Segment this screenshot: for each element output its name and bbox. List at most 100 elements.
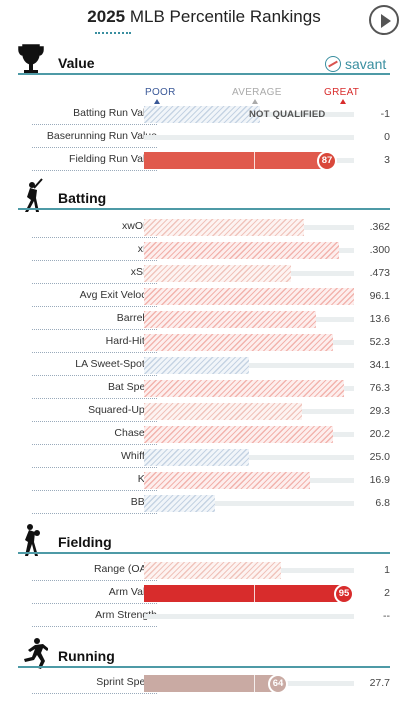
metric-value: 20.2 xyxy=(369,428,390,440)
row-leader xyxy=(32,398,157,399)
scale-poor: POOR xyxy=(145,87,176,98)
percentile-bar xyxy=(144,106,260,123)
percentile-bar xyxy=(144,449,249,466)
row-leader xyxy=(32,513,157,514)
percentile-bar xyxy=(144,334,333,351)
metric-label: Fielding Run Value xyxy=(69,153,157,165)
percentile-bar xyxy=(144,675,278,692)
percentile-bar xyxy=(144,426,333,443)
percentile-bar xyxy=(144,357,249,374)
metric-row[interactable]: Arm Strength -- xyxy=(18,607,390,627)
average-line xyxy=(254,675,255,692)
scale-average: AVERAGE xyxy=(232,87,282,98)
savant-logo[interactable]: savant xyxy=(325,56,386,72)
metric-row[interactable]: Batting Run Value NOT QUALIFIED -1 xyxy=(18,105,390,125)
play-button[interactable] xyxy=(369,5,399,35)
metric-row[interactable]: xSLG.473 xyxy=(18,264,390,284)
metric-row[interactable]: xBA.300 xyxy=(18,241,390,261)
metric-label: Avg Exit Velocity xyxy=(79,289,157,301)
metric-value: -- xyxy=(383,610,390,622)
metric-row[interactable]: Range (OAA) 1 xyxy=(18,561,390,581)
section-title: Batting xyxy=(58,190,107,206)
row-leader xyxy=(32,124,157,125)
section-divider xyxy=(18,73,390,75)
metric-row[interactable]: K %16.9 xyxy=(18,471,390,491)
metric-value: .473 xyxy=(369,267,390,279)
average-marker-icon xyxy=(252,99,258,104)
metric-row[interactable]: Sprint Speed 64 27.7 xyxy=(18,674,390,694)
status-label: NOT QUALIFIED xyxy=(249,109,326,120)
row-leader xyxy=(32,329,157,330)
runner-icon xyxy=(18,636,49,675)
section-fielding: Fielding xyxy=(18,522,390,556)
metric-label: Arm Strength xyxy=(95,609,157,621)
row-leader xyxy=(32,352,157,353)
percentile-bubble: 64 xyxy=(268,674,288,694)
metric-value: .362 xyxy=(369,221,390,233)
metric-value: 0 xyxy=(384,131,390,143)
scale-great: GREAT xyxy=(324,87,360,98)
percentile-bar xyxy=(144,472,310,489)
metric-row[interactable]: Chase % 20.2 xyxy=(18,425,390,445)
percentile-bar xyxy=(144,380,344,397)
row-leader xyxy=(32,490,157,491)
metric-row[interactable]: Whiff % 25.0 xyxy=(18,448,390,468)
metric-value: .300 xyxy=(369,244,390,256)
row-leader xyxy=(32,444,157,445)
percentile-bar xyxy=(144,288,354,305)
percentile-track xyxy=(144,501,354,506)
percentile-bubble: 95 xyxy=(334,584,354,604)
row-leader xyxy=(32,260,157,261)
row-leader xyxy=(32,375,157,376)
section-divider xyxy=(18,552,390,554)
section-value: Value xyxy=(18,43,390,77)
percentile-bar xyxy=(144,495,215,512)
percentile-track xyxy=(144,455,354,460)
row-leader xyxy=(32,170,157,171)
metric-row[interactable]: Squared-Up % 29.3 xyxy=(18,402,390,422)
row-leader xyxy=(32,421,157,422)
percentile-track xyxy=(144,135,354,140)
metric-value: 25.0 xyxy=(369,451,390,463)
section-title: Running xyxy=(58,648,115,664)
metric-row[interactable]: Bat Speed 76.3 xyxy=(18,379,390,399)
row-leader xyxy=(32,580,157,581)
section-batting: Batting xyxy=(18,178,390,212)
metric-row[interactable]: Barrel % 13.6 xyxy=(18,310,390,330)
metric-row[interactable]: LA Sweet-Spot % 34.1 xyxy=(18,356,390,376)
poor-marker-icon xyxy=(154,99,160,104)
metric-row[interactable]: Avg Exit Velocity 96.1 xyxy=(18,287,390,307)
savant-label: savant xyxy=(345,56,387,72)
metric-value: -1 xyxy=(380,108,390,120)
great-marker-icon xyxy=(340,99,346,104)
row-leader xyxy=(32,306,157,307)
percentile-bar xyxy=(144,265,291,282)
percentile-bar xyxy=(144,242,339,259)
section-divider xyxy=(18,666,390,668)
metric-label: Batting Run Value xyxy=(73,107,157,119)
percentile-bar xyxy=(144,585,344,602)
row-leader xyxy=(32,237,157,238)
metric-row[interactable]: xwOBA .362 xyxy=(18,218,390,238)
metric-row[interactable]: Fielding Run Value 87 3 xyxy=(18,151,390,171)
section-title: Value xyxy=(58,55,95,71)
metric-row[interactable]: Baserunning Run Value 0 xyxy=(18,128,390,148)
metric-row[interactable]: Arm Value 95 2 xyxy=(18,584,390,604)
average-line xyxy=(254,152,255,169)
percentile-bar xyxy=(144,562,281,579)
metric-value: 13.6 xyxy=(369,313,390,325)
batter-icon xyxy=(18,178,44,219)
section-running: Running xyxy=(18,636,390,670)
metric-label: LA Sweet-Spot % xyxy=(75,358,157,370)
metric-row[interactable]: BB %6.8 xyxy=(18,494,390,514)
metric-value: 34.1 xyxy=(369,359,390,371)
section-divider xyxy=(18,208,390,210)
metric-value: 3 xyxy=(384,154,390,166)
row-leader xyxy=(32,147,157,148)
metric-value: 96.1 xyxy=(369,290,390,302)
metric-value: 16.9 xyxy=(369,474,390,486)
metric-row[interactable]: Hard-Hit % 52.3 xyxy=(18,333,390,353)
metric-value: 2 xyxy=(384,587,390,599)
row-leader xyxy=(32,693,157,694)
section-title: Fielding xyxy=(58,534,112,550)
